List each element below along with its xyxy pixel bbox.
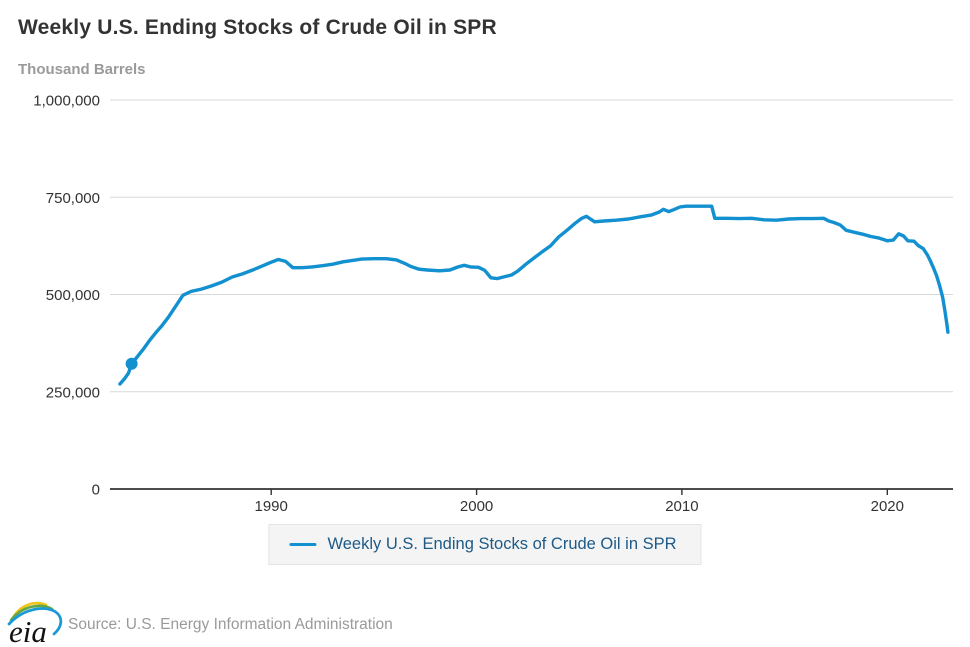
units-label: Thousand Barrels	[18, 61, 146, 78]
x-axis-tick-label: 2010	[665, 498, 698, 515]
y-axis-tick-label: 1,000,000	[33, 93, 100, 110]
eia-logo: eia	[7, 601, 63, 645]
x-axis-tick-label: 1990	[255, 498, 288, 515]
y-axis-tick-label: 750,000	[46, 190, 100, 207]
logo-blue-swoosh-icon	[7, 607, 63, 636]
series-line[interactable]	[118, 204, 950, 386]
legend-label: Weekly U.S. Ending Stocks of Crude Oil i…	[327, 535, 677, 553]
y-axis-tick-label: 500,000	[46, 287, 100, 304]
x-axis-tick-label: 2000	[460, 498, 493, 515]
y-axis-tick-label: 250,000	[46, 384, 100, 401]
x-axis-tick-label: 2020	[871, 498, 904, 515]
logo-text: eia	[9, 614, 47, 645]
data-point-marker[interactable]	[125, 357, 138, 370]
chart-title: Weekly U.S. Ending Stocks of Crude Oil i…	[18, 16, 497, 39]
line-chart[interactable]: 0 250,000 500,000 750,000 1,000,000 1990 2000 2…	[0, 0, 970, 518]
legend-line-swatch-icon	[289, 543, 317, 546]
legend[interactable]: Weekly U.S. Ending Stocks of Crude Oil i…	[268, 524, 702, 565]
source-attribution: Source: U.S. Energy Information Administ…	[68, 616, 393, 633]
y-axis-tick-label: 0	[92, 482, 100, 499]
